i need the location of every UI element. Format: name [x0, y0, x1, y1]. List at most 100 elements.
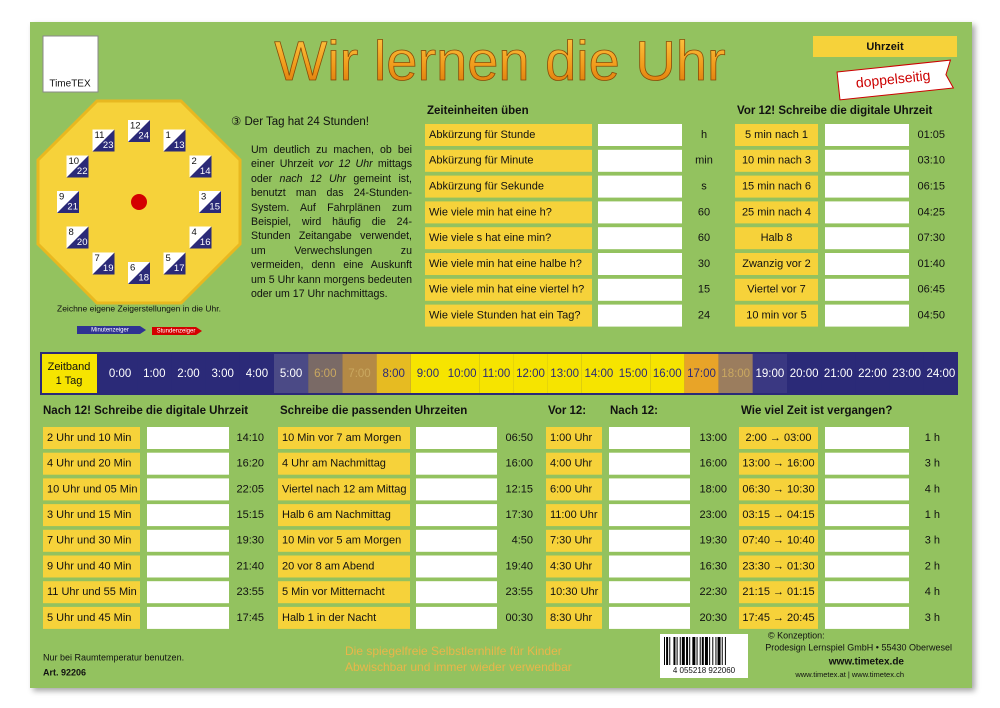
credit: © Konzeption: — [768, 630, 825, 640]
task-box — [425, 227, 592, 250]
solution: 3 h — [925, 612, 940, 624]
logo-box — [42, 35, 99, 93]
solution: 00:30 — [505, 612, 533, 624]
bar-line — [686, 637, 689, 665]
hour-cell — [274, 354, 309, 393]
logo: TimeTEX — [49, 79, 91, 90]
section-title: Zeiteinheiten üben — [427, 105, 529, 117]
task: Halb 1 in der Nacht — [282, 612, 376, 624]
answer-field — [609, 478, 690, 501]
hour-24: 17 — [174, 263, 185, 274]
bar-line — [715, 637, 717, 665]
bar-line — [689, 637, 691, 665]
task-box — [735, 149, 818, 172]
section-title: Vor 12! Schreibe die digitale Uhrzeit — [737, 105, 933, 117]
solution: 15:15 — [236, 509, 264, 521]
task: Viertel nach 12 am Mittag — [282, 483, 407, 495]
task: 7 Uhr und 30 Min — [47, 535, 131, 547]
hour-24: 14 — [200, 166, 211, 177]
task-box — [278, 529, 410, 552]
bar-line — [676, 637, 678, 665]
number-tile-dark — [128, 120, 150, 142]
answer-field — [825, 478, 909, 501]
solution: 23:00 — [699, 509, 727, 521]
hour-cell — [513, 354, 548, 393]
hour-cell — [752, 354, 787, 393]
answer-field — [147, 452, 229, 475]
task-box — [43, 555, 140, 578]
hour-12: 3 — [201, 192, 206, 203]
task: Abkürzung für Minute — [429, 155, 534, 167]
hour-label: 21:00 — [824, 368, 853, 380]
answer-field — [825, 278, 909, 301]
solution: 12:15 — [505, 483, 533, 495]
timeband-label-box — [42, 354, 97, 393]
task-box — [739, 478, 818, 501]
answer-field — [147, 427, 229, 449]
section-title: Wie viel Zeit ist vergangen? — [741, 405, 892, 417]
task: 10 Min vor 7 am Morgen — [282, 432, 401, 444]
bar-line — [681, 637, 685, 665]
task-box — [546, 555, 602, 578]
hour-label: 12:00 — [516, 368, 545, 380]
solution: 21:40 — [236, 560, 264, 572]
task: 4:30 Uhr — [550, 560, 593, 572]
answer-field — [609, 606, 690, 629]
hour-label: 0:00 — [109, 368, 131, 380]
task: 5 min nach 1 — [745, 129, 808, 141]
hour-cell — [581, 354, 616, 393]
solution: 06:45 — [917, 284, 945, 296]
task: 11:00 Uhr — [550, 509, 598, 521]
hour-12: 5 — [166, 253, 171, 264]
hour-label: 6:00 — [314, 368, 336, 380]
clock-caption: Zeichne eigene Zeigerstellungen in die U… — [57, 303, 221, 313]
bar-line — [673, 637, 676, 665]
hour-12: 2 — [191, 156, 196, 167]
task: 5 Uhr und 45 Min — [47, 612, 131, 624]
badge-box — [813, 36, 957, 57]
task-box — [43, 427, 140, 449]
solution: 1 h — [925, 509, 940, 521]
bar-line — [717, 637, 721, 665]
task: 1:00 Uhr — [550, 432, 593, 444]
hour-label: 24:00 — [927, 368, 956, 380]
hour-12: 6 — [130, 263, 135, 274]
task-box — [43, 452, 140, 475]
answer-field — [598, 201, 682, 224]
hour-label: 11:00 — [482, 368, 510, 380]
info-part: nach 12 Uhr — [279, 172, 347, 185]
info-heading: ③ Der Tag hat 24 Stunden! — [231, 116, 369, 128]
number-tile-dark — [189, 155, 212, 178]
solution: 22:30 — [699, 586, 727, 598]
hour-cell — [855, 354, 890, 393]
task: 07:40 → 10:40 — [742, 535, 814, 547]
hour-label: 8:00 — [383, 368, 405, 380]
task-box — [425, 149, 592, 172]
task-box — [546, 427, 602, 449]
answer-field — [416, 606, 497, 629]
task-box — [546, 452, 602, 475]
bar-line — [724, 637, 726, 665]
task: Halb 8 — [761, 232, 793, 244]
answer-field — [416, 529, 497, 552]
task: Halb 6 am Nachmittag — [282, 509, 391, 521]
task: 4:00 Uhr — [550, 458, 593, 470]
hour-cell — [308, 354, 343, 393]
task-box — [546, 581, 602, 604]
bar-line — [679, 637, 681, 665]
feature: Abwischbar und immer wieder verwendbar — [345, 660, 572, 674]
task-box — [278, 452, 410, 475]
task-box — [739, 529, 818, 552]
answer-field — [825, 227, 909, 250]
hour-label: 23:00 — [892, 368, 921, 380]
bar-line — [669, 637, 671, 665]
task-box — [735, 201, 818, 224]
task-box — [735, 227, 818, 250]
solution: h — [701, 129, 707, 141]
task: 2 Uhr und 10 Min — [47, 432, 131, 444]
solution: 2 h — [925, 560, 940, 572]
solution: 22:05 — [236, 483, 264, 495]
answer-field — [825, 529, 909, 552]
answer-field — [147, 606, 229, 629]
